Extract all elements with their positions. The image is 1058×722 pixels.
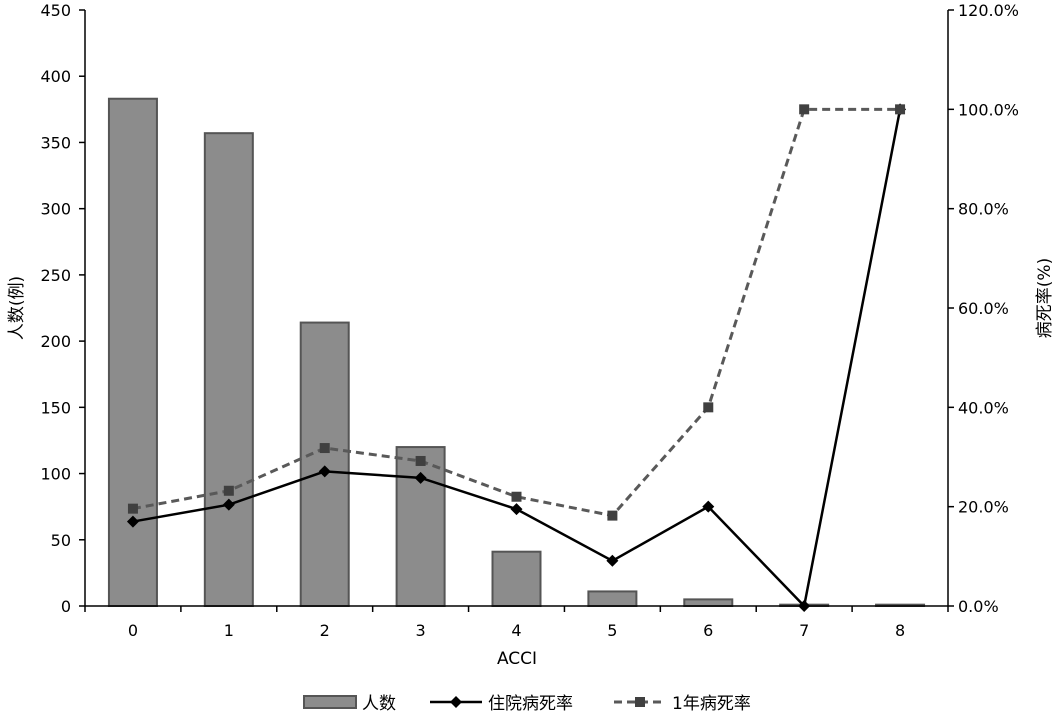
data-point-diamond (414, 471, 427, 484)
y-tick-label: 100 (40, 465, 71, 484)
axes: 0501001502002503003504004500.0%20.0%40.0… (40, 1, 1019, 640)
y2-tick-label: 60.0% (958, 299, 1009, 318)
x-axis-title: ACCI (497, 649, 537, 669)
y2-tick-label: 100.0% (958, 100, 1019, 119)
y-tick-label: 300 (40, 200, 71, 219)
bar (683, 598, 734, 608)
x-tick-label: 6 (703, 621, 713, 640)
data-point-diamond (510, 503, 523, 516)
x-tick-label: 1 (224, 621, 234, 640)
y2-tick-label: 0.0% (958, 597, 999, 616)
data-point-square (607, 510, 618, 521)
bar (203, 132, 254, 607)
bar (491, 550, 542, 607)
y-tick-label: 450 (40, 1, 71, 20)
legend: 人数 住院病死率 1年病死率 (303, 694, 751, 714)
y-tick-label: 250 (40, 266, 71, 285)
x-tick-label: 2 (320, 621, 330, 640)
legend-marker-diamond (450, 696, 462, 708)
bar (395, 446, 446, 608)
data-point-square (223, 485, 234, 496)
y2-tick-label: 20.0% (958, 498, 1009, 517)
legend-label: 住院病死率 (488, 694, 573, 714)
y2-tick-label: 40.0% (958, 398, 1009, 417)
bar-series (107, 97, 926, 608)
y-tick-label: 0 (61, 597, 71, 616)
data-point-square (319, 443, 330, 454)
data-point-diamond (126, 515, 139, 528)
y-tick-label: 150 (40, 398, 71, 417)
y-axis-title: 人数(例) (7, 276, 27, 340)
data-point-diamond (318, 465, 331, 478)
y-tick-label: 200 (40, 332, 71, 351)
line-one-year (132, 107, 901, 518)
y-tick-label: 50 (51, 531, 71, 550)
x-tick-label: 8 (895, 621, 905, 640)
line-series (126, 103, 907, 612)
data-point-diamond (606, 554, 619, 567)
x-tick-label: 4 (511, 621, 521, 640)
data-point-square (415, 455, 426, 466)
legend-swatch-bar (303, 695, 357, 709)
y-tick-label: 350 (40, 133, 71, 152)
legend-label: 人数 (362, 694, 396, 714)
bar (107, 97, 158, 607)
x-tick-label: 3 (416, 621, 426, 640)
data-point-square (511, 491, 522, 502)
x-tick-label: 5 (607, 621, 617, 640)
legend-marker-square (635, 697, 645, 707)
bar (587, 590, 638, 607)
data-point-square (895, 104, 906, 115)
x-tick-label: 7 (799, 621, 809, 640)
y2-tick-label: 120.0% (958, 1, 1019, 20)
y2-axis-title: 病死率(%) (1035, 258, 1055, 338)
y2-tick-label: 80.0% (958, 200, 1009, 219)
legend-label: 1年病死率 (672, 694, 751, 714)
data-point-diamond (702, 500, 715, 513)
data-point-square (127, 503, 138, 514)
data-point-diamond (222, 498, 235, 511)
data-point-square (799, 104, 810, 115)
x-tick-label: 0 (128, 621, 138, 640)
y-tick-label: 400 (40, 67, 71, 86)
data-point-square (703, 402, 714, 413)
bar (299, 321, 350, 607)
